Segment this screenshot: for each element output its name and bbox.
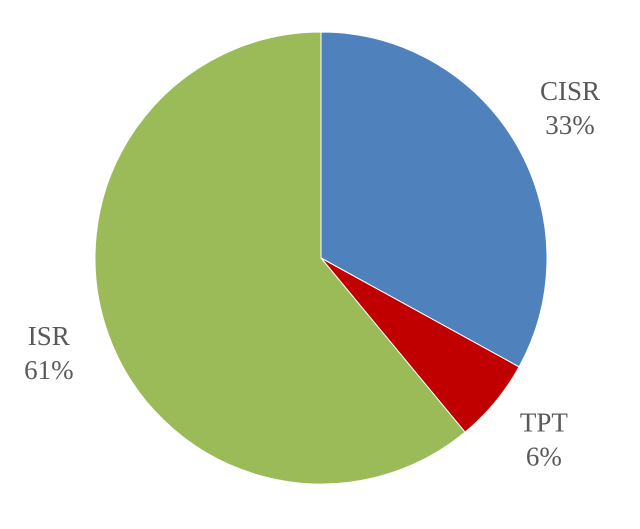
slice-value-label: 6%: [526, 442, 562, 472]
slice-label: TPT: [520, 408, 569, 438]
slice-value-label: 61%: [24, 355, 74, 385]
slice-value-label: 33%: [545, 110, 595, 140]
pie-slice: [320, 31, 548, 368]
slice-label: ISR: [28, 321, 70, 351]
pie-slice: [94, 31, 466, 485]
slice-label: CISR: [540, 76, 600, 106]
